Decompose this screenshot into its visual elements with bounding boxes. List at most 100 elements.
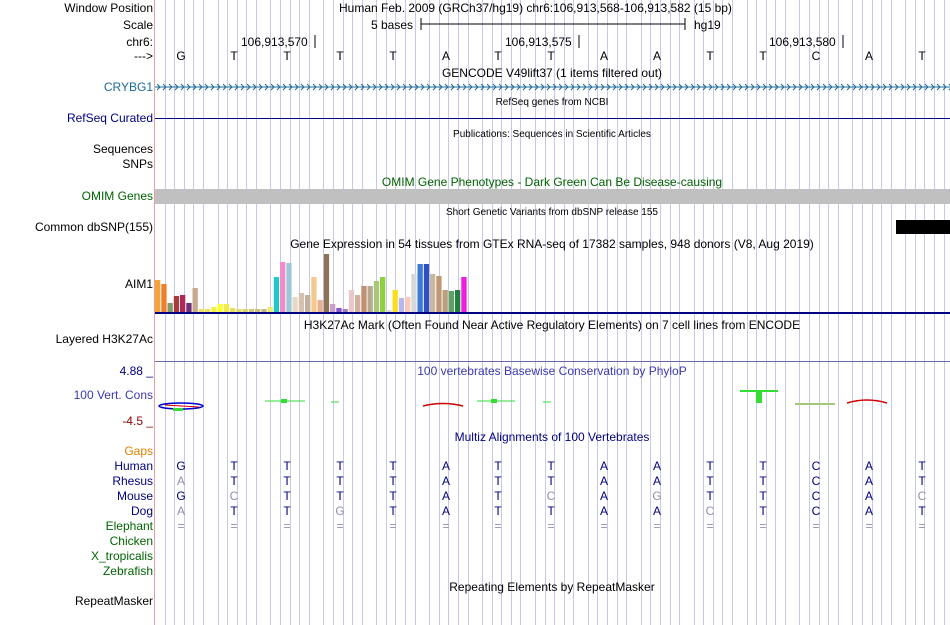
gencode-chevron [402,83,407,91]
gencode-chevron [492,83,497,91]
alignment-base: T [283,504,291,518]
gencode-chevron [450,83,455,91]
species-label-human[interactable]: Human [114,459,153,473]
repeatmasker-track-label[interactable]: RepeatMasker [74,594,153,608]
coord-tick-2: 106,913,575 [505,35,572,49]
gencode-chevron [528,83,533,91]
alignment-base: T [230,504,238,518]
gencode-chevron [780,83,785,91]
gencode-chevron [654,83,659,91]
publications-snps-label[interactable]: SNPs [122,157,153,171]
gtex-tissue-bar [392,290,398,312]
gencode-chevron [762,83,767,91]
gtex-tissue-bar [317,300,323,312]
alignment-base: T [389,459,397,473]
gtex-gene-label[interactable]: AIM1 [124,277,153,291]
h3k27ac-track-title: H3K27Ac Mark (Often Found Near Active Re… [303,318,801,332]
gtex-tissue-bar [248,309,255,312]
alignment-base: T [547,474,555,488]
alignment-base: = [759,519,767,533]
alignment-base: C [811,504,821,518]
gencode-chevron [360,83,365,91]
dbsnp-variant-block[interactable] [896,220,950,234]
gtex-tissue-bar [442,290,448,312]
alignment-base: T [759,459,767,473]
gtex-tissue-bar [255,309,261,312]
gencode-chevron [546,83,551,91]
gtex-tissue-bar [261,309,267,312]
refseq-transcript-line[interactable] [155,118,950,119]
phylop-signal[interactable] [155,385,950,415]
gencode-chevron [264,83,269,91]
omim-phenotype-bar[interactable] [155,189,950,204]
alignment-base: G [652,489,662,503]
gencode-chevron [348,83,353,91]
alignment-base: T [283,474,291,488]
gencode-chevron [702,83,707,91]
species-label-mouse[interactable]: Mouse [116,489,153,503]
gencode-chevron [396,83,401,91]
dbsnp-track-title: Short Genetic Variants from dbSNP releas… [446,207,658,218]
phylop-mark [173,408,183,411]
gencode-chevron [708,83,713,91]
alignment-base: A [864,489,873,503]
species-label-dog[interactable]: Dog [130,504,153,518]
species-label-chicken[interactable]: Chicken [109,534,153,548]
gtex-tissue-bar [336,308,342,312]
gencode-chevron [300,83,305,91]
alignment-base: = [494,519,502,533]
species-label-elephant[interactable]: Elephant [105,519,153,533]
gencode-chevron [846,83,851,91]
gencode-chevron [648,83,653,91]
gtex-tissue-bar [361,286,367,312]
gtex-tissue-bar [205,309,211,312]
species-label-zebrafish[interactable]: Zebrafish [102,564,153,578]
gtex-tissue-bar [436,276,442,312]
gencode-transcript[interactable] [155,80,950,94]
gencode-chevron [840,83,845,91]
alignment-base: C [917,489,927,503]
gencode-chevron [930,83,935,91]
sequence-base: A [599,49,608,63]
gencode-chevron [378,83,383,91]
species-label-x_tropicalis[interactable]: X_tropicalis [90,549,153,563]
publications-sequences-label[interactable]: Sequences [92,142,153,156]
gencode-chevron [924,83,929,91]
gencode-chevron [864,83,869,91]
gencode-chevron [870,83,875,91]
sequence-base: A [864,49,873,63]
gencode-chevron [222,83,227,91]
gencode-chevron [642,83,647,91]
gtex-tissue-bar [242,309,248,312]
gtex-tissue-bar [386,310,392,312]
refseq-track-label[interactable]: RefSeq Curated [66,111,153,125]
gencode-chevron [798,83,803,91]
gencode-chevron [234,83,239,91]
gencode-chevron [240,83,245,91]
sequence-base: T [283,49,291,63]
h3k27ac-track-label[interactable]: Layered H3K27Ac [55,332,153,346]
gencode-chevron [660,83,665,91]
gencode-gene-label[interactable]: CRYBG1 [103,80,153,94]
dbsnp-track-label[interactable]: Common dbSNP(155) [34,220,153,234]
omim-track-label[interactable]: OMIM Genes [81,189,153,203]
alignment-base: A [176,504,185,518]
gencode-chevron [882,83,887,91]
gtex-tissue-bar [292,297,298,312]
species-label-rhesus[interactable]: Rhesus [112,474,153,488]
sequence-base: T [547,49,555,63]
alignment-base: A [652,504,661,518]
gencode-chevron [678,83,683,91]
gencode-chevron [756,83,761,91]
alignment-base: T [759,474,767,488]
gtex-tissue-bar [367,286,373,312]
phylop-track-label[interactable]: 100 Vert. Cons [73,388,153,402]
gencode-chevron [426,83,431,91]
gtex-expression-chart[interactable] [155,252,950,316]
gencode-chevron [564,83,569,91]
alignment-base: T [283,489,291,503]
gencode-chevron [942,83,947,91]
gtex-tissue-bar [430,274,436,312]
gaps-label[interactable]: Gaps [124,444,153,458]
